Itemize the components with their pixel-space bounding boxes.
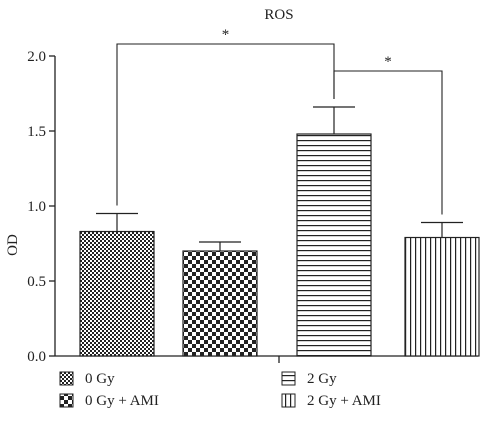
- y-ticks: 0.0 0.5 1.0 1.5 2.0: [27, 49, 55, 365]
- y-tick-label: 0.0: [27, 349, 46, 365]
- legend-swatch: [281, 371, 296, 386]
- legend-label: 0 Gy + AMI: [85, 393, 159, 409]
- legend: 0 Gy 0 Gy + AMI 2 Gy 2 Gy + AMI: [59, 371, 381, 409]
- legend-label: 2 Gy + AMI: [307, 393, 381, 409]
- bar-2: [296, 133, 372, 357]
- bar-1: [182, 250, 258, 357]
- bar-0: [79, 230, 155, 357]
- bar-3: [404, 236, 480, 357]
- significance-bracket: [333, 70, 443, 215]
- y-tick-label: 2.0: [27, 49, 46, 65]
- significance-marker: *: [222, 27, 230, 43]
- legend-label: 2 Gy: [307, 371, 337, 387]
- bars: [79, 133, 480, 357]
- legend-label: 0 Gy: [85, 371, 115, 387]
- y-tick-label: 1.0: [27, 199, 46, 215]
- legend-swatch: [59, 371, 74, 386]
- error-bars: [96, 106, 463, 251]
- significance-marker: *: [384, 54, 392, 70]
- y-tick-label: 0.5: [27, 274, 46, 290]
- y-axis-label: OD: [5, 234, 21, 256]
- significance-brackets: **: [116, 27, 443, 215]
- legend-swatch: [281, 393, 296, 408]
- y-tick-label: 1.5: [27, 124, 46, 140]
- chart-title: ROS: [264, 7, 293, 23]
- legend-swatch: [59, 393, 74, 408]
